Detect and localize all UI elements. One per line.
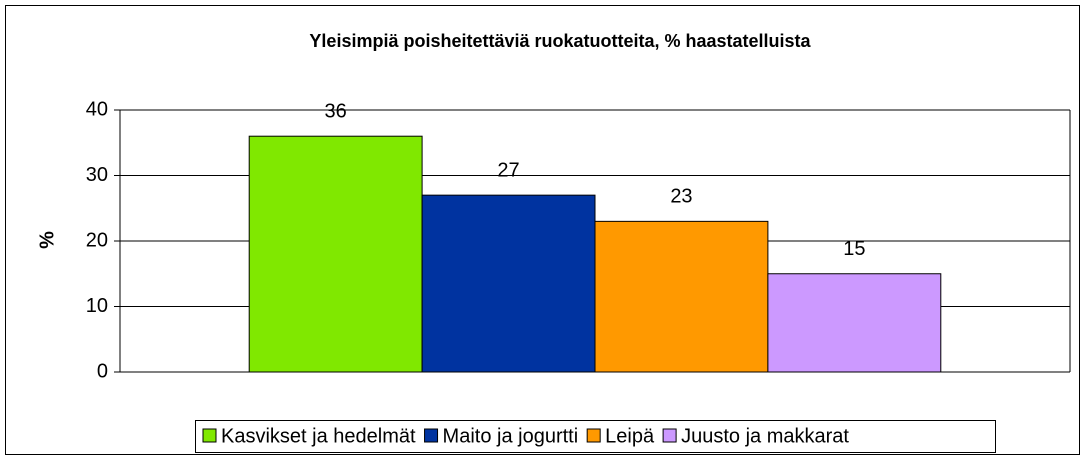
y-tick-label: 30 [86,164,108,186]
data-label: 15 [843,238,865,260]
bar [248,135,423,373]
y-tick-label: 20 [86,229,108,251]
legend-label: Kasvikset ja hedelmät [221,425,416,447]
data-label: 36 [325,100,347,122]
legend-label: Leipä [605,425,655,447]
bar [767,273,942,373]
bar [421,194,596,373]
y-tick-label: 0 [97,360,108,382]
chart-title: Yleisimpiä poisheitettäviä ruokatuotteit… [309,31,811,51]
data-label: 27 [497,159,519,181]
y-tick-label: 40 [86,98,108,120]
legend-swatch [586,428,601,443]
y-axis-label: % [36,231,58,249]
legend-label: Juusto ja makkarat [681,425,849,447]
legend-swatch [202,428,217,443]
bar [594,220,769,373]
legend-label: Maito ja jogurtti [443,425,579,447]
y-tick-label: 10 [86,295,108,317]
data-label: 23 [670,186,692,208]
legend-swatch [662,428,677,443]
legend-swatch [424,428,439,443]
